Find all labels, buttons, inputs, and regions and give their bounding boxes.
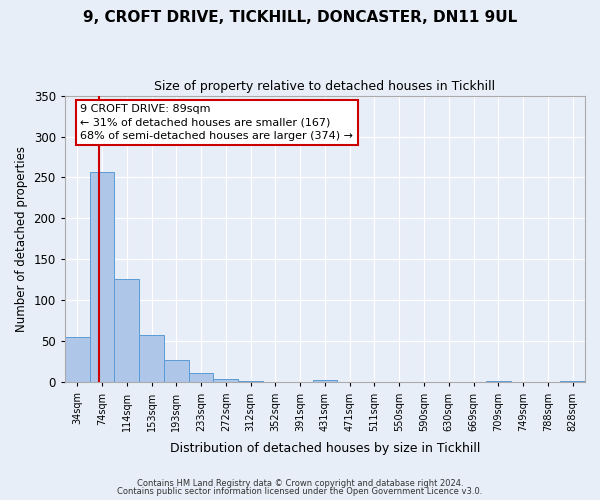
Bar: [164, 360, 188, 382]
Title: Size of property relative to detached houses in Tickhill: Size of property relative to detached ho…: [154, 80, 496, 93]
Text: 9 CROFT DRIVE: 89sqm
← 31% of detached houses are smaller (167)
68% of semi-deta: 9 CROFT DRIVE: 89sqm ← 31% of detached h…: [80, 104, 353, 141]
Bar: [139, 335, 164, 382]
Bar: [313, 380, 337, 382]
Bar: [89, 172, 115, 382]
Bar: [486, 380, 511, 382]
Bar: [115, 279, 139, 382]
Bar: [560, 380, 585, 382]
Text: Contains public sector information licensed under the Open Government Licence v3: Contains public sector information licen…: [118, 487, 482, 496]
Bar: [65, 338, 89, 382]
Text: 9, CROFT DRIVE, TICKHILL, DONCASTER, DN11 9UL: 9, CROFT DRIVE, TICKHILL, DONCASTER, DN1…: [83, 10, 517, 25]
Bar: [238, 380, 263, 382]
Y-axis label: Number of detached properties: Number of detached properties: [15, 146, 28, 332]
X-axis label: Distribution of detached houses by size in Tickhill: Distribution of detached houses by size …: [170, 442, 480, 455]
Bar: [214, 379, 238, 382]
Text: Contains HM Land Registry data © Crown copyright and database right 2024.: Contains HM Land Registry data © Crown c…: [137, 478, 463, 488]
Bar: [188, 372, 214, 382]
